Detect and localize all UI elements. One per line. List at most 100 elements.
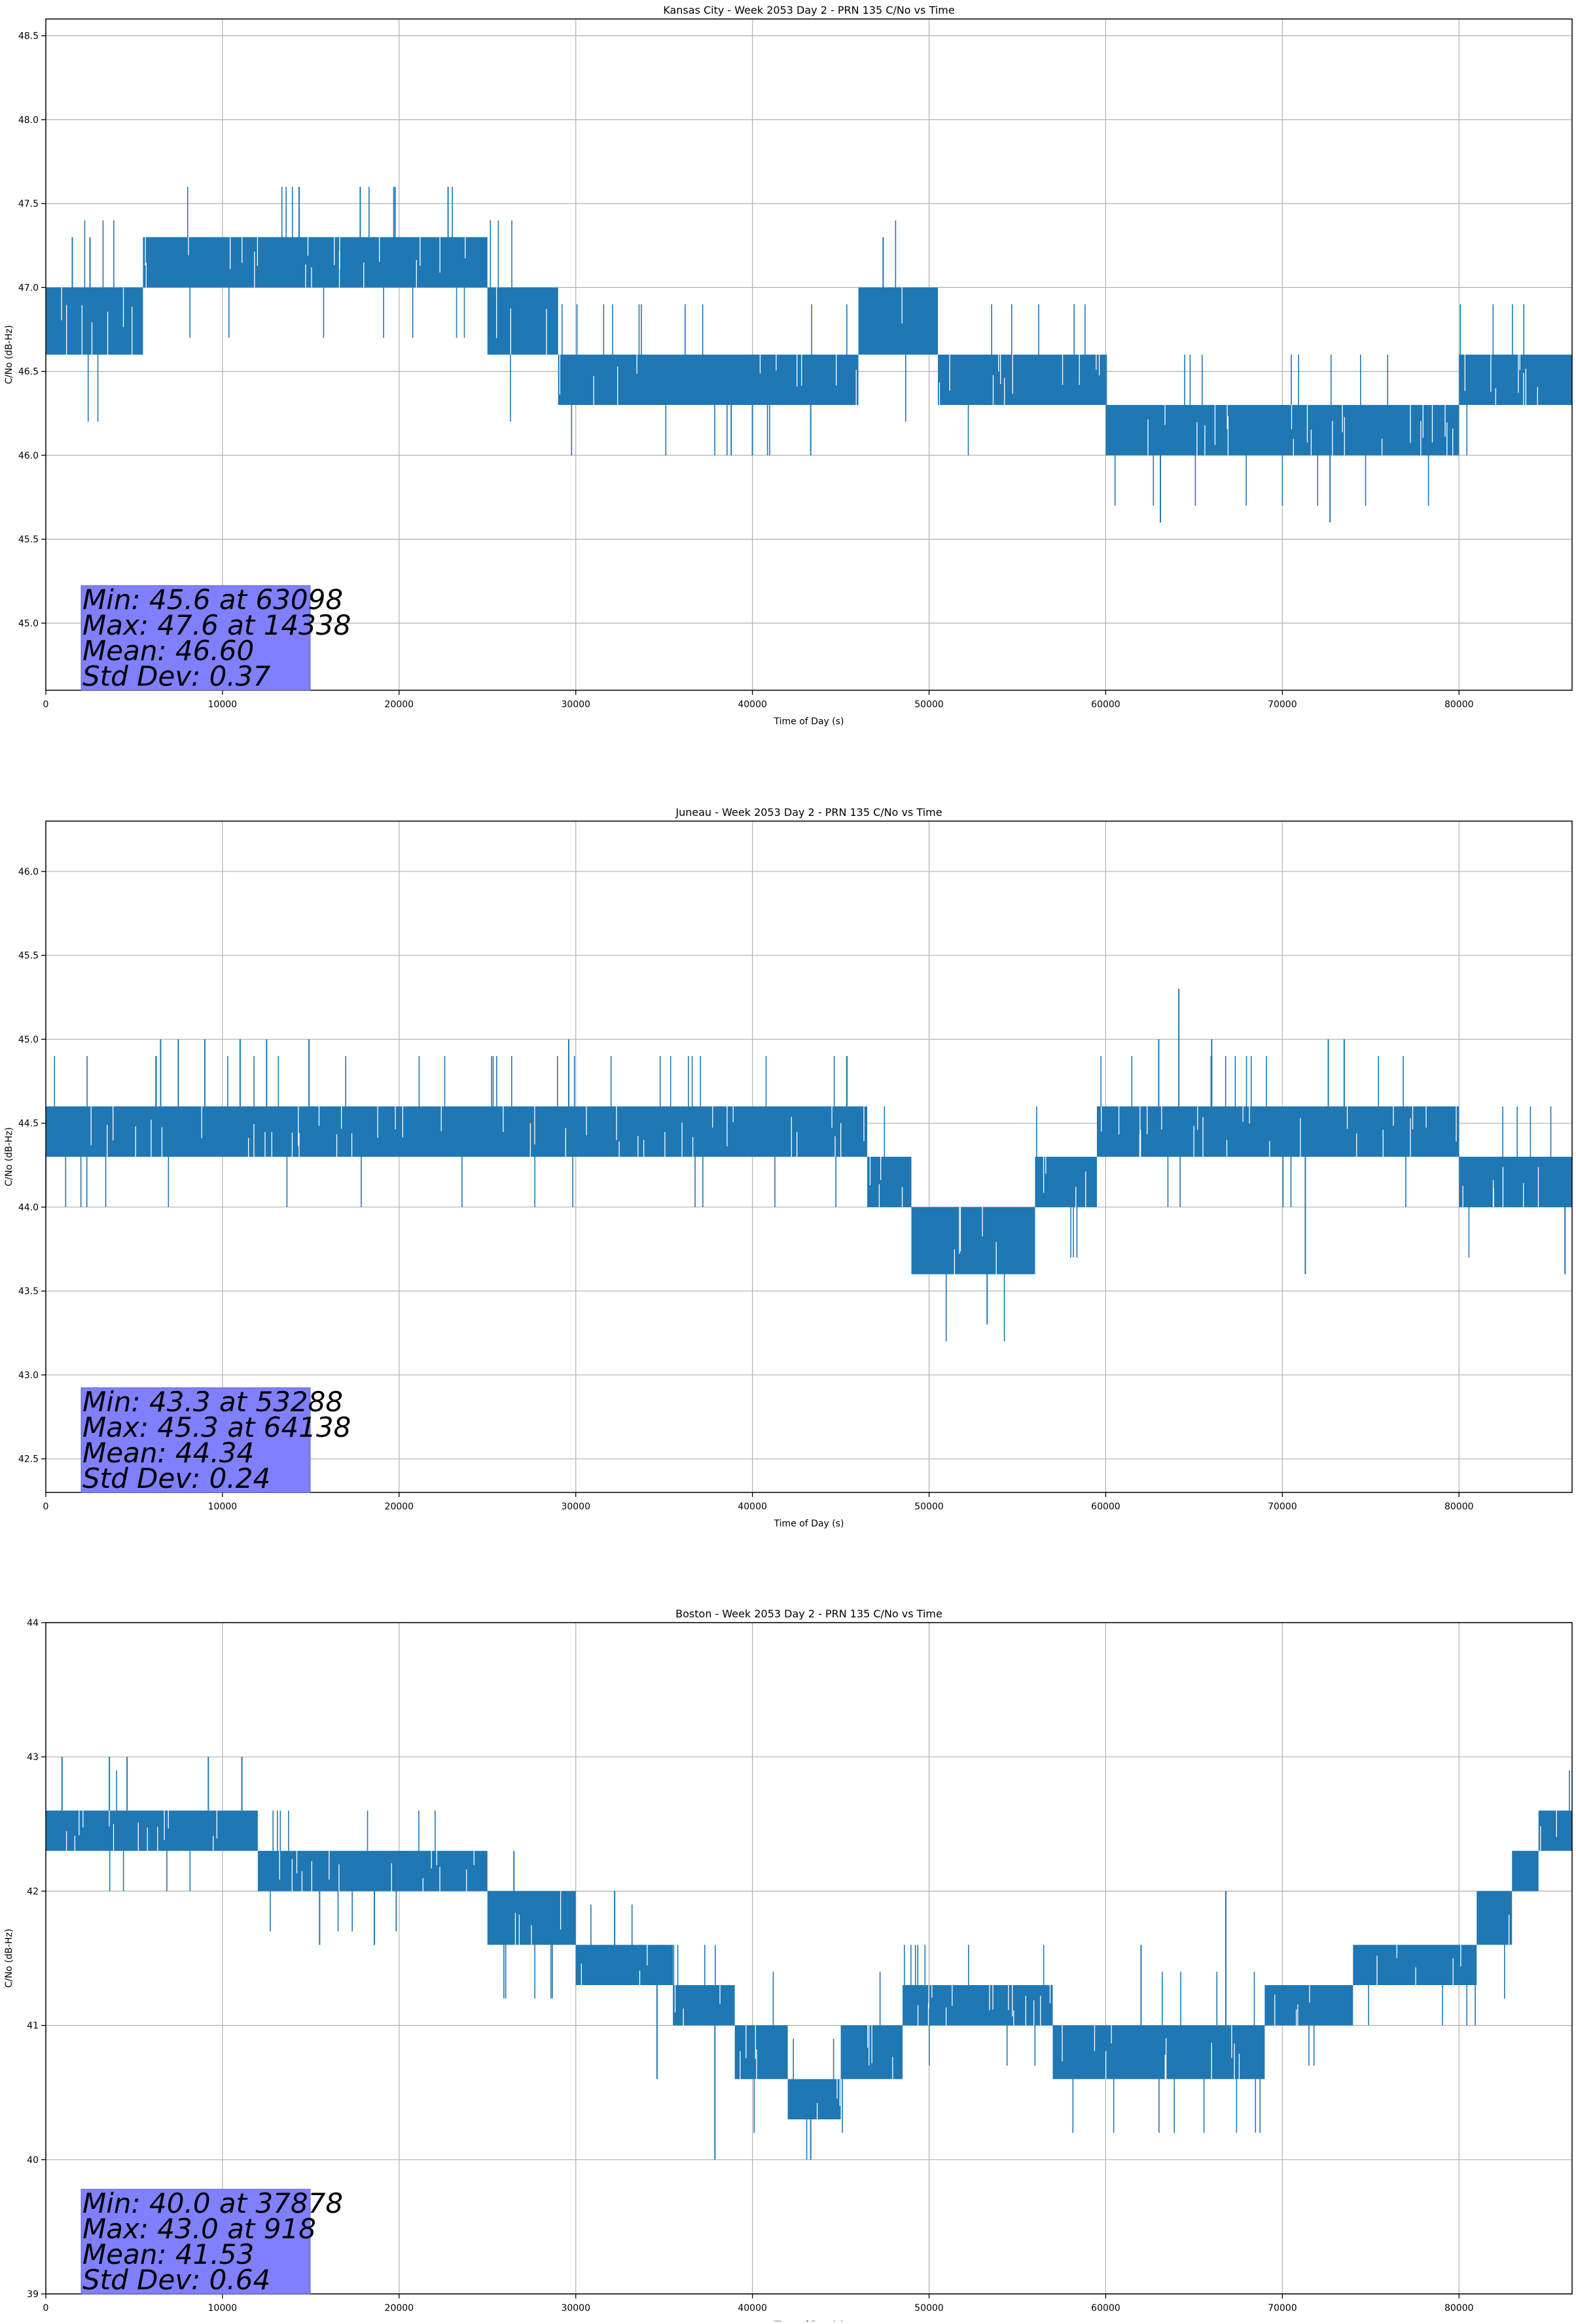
series-band (1035, 1157, 1097, 1207)
band-gap (801, 355, 802, 386)
stats-box (81, 585, 311, 691)
chart-panel: 0 10000 20000 30000 40000 50000 60000 70000 8000… (4, 806, 1573, 1529)
x-tick-label: 0 (43, 699, 49, 710)
band-gap (954, 1249, 956, 1275)
band-gap (1193, 1125, 1194, 1157)
band-gap (529, 1123, 531, 1157)
x-tick-label: 50000 (914, 699, 944, 710)
y-tick-label: 39 (27, 2289, 39, 2300)
band-gap (1444, 404, 1446, 437)
series-band (1096, 1106, 1460, 1157)
x-tick-label: 0 (43, 2303, 49, 2314)
y-axis-label: C/No (dB-Hz) (4, 1929, 14, 1988)
band-gap (755, 2025, 756, 2059)
band-gap (253, 1123, 255, 1157)
y-tick-label: 40 (27, 2155, 39, 2166)
y-tick-label: 45.0 (18, 1034, 39, 1045)
series-band (1459, 355, 1572, 405)
plot-frame (45, 18, 1573, 691)
series-band (143, 237, 488, 288)
x-tick-label: 70000 (1268, 2303, 1297, 2314)
band-gap (1043, 1157, 1045, 1193)
band-gap (1492, 1180, 1494, 1207)
band-gap (565, 1128, 566, 1157)
band-gap (759, 355, 761, 374)
band-gap (992, 1985, 994, 2010)
band-gap (1523, 373, 1524, 405)
band-gap (712, 1106, 713, 1128)
band-gap (1202, 1117, 1204, 1157)
band-gap (1295, 2009, 1297, 2026)
band-gap (692, 1137, 694, 1157)
x-tick-label: 60000 (1091, 2303, 1120, 2314)
band-gap (1269, 1140, 1270, 1157)
stats-line: Max: 45.3 at 64138 (82, 1411, 351, 1443)
band-gap (291, 1132, 293, 1157)
band-gap (431, 1850, 432, 1869)
series-band (858, 287, 939, 355)
band-gap (1161, 1106, 1162, 1130)
band-gap (90, 1106, 92, 1146)
band-gap (616, 1106, 617, 1140)
x-tick-label: 60000 (1091, 699, 1120, 710)
series-band (575, 1945, 673, 1986)
band-gap (1446, 422, 1448, 455)
x-tick-label: 80000 (1444, 2303, 1474, 2314)
band-gap (1291, 404, 1293, 430)
band-gap (581, 1963, 582, 1986)
band-gap (791, 1117, 792, 1157)
band-gap (878, 1184, 880, 1207)
band-gap (855, 370, 857, 405)
band-gap (834, 1136, 836, 1157)
x-tick-label: 40000 (738, 2303, 767, 2314)
series-band (558, 355, 859, 405)
stats-line: Min: 43.3 at 53288 (82, 1386, 343, 1418)
x-tick-label: 30000 (561, 1502, 590, 1512)
band-gap (1422, 404, 1424, 438)
band-gap (637, 1136, 639, 1157)
band-gap (1242, 1106, 1244, 1122)
band-gap (1306, 404, 1308, 443)
band-gap (1425, 1106, 1427, 1128)
series-band (1105, 404, 1460, 455)
band-gap (1452, 429, 1454, 455)
band-gap (1420, 421, 1422, 455)
band-gap (560, 1891, 562, 1930)
band-gap (927, 2003, 929, 2026)
series-band (257, 1850, 488, 1892)
series-band (1477, 1891, 1513, 1945)
band-gap (1164, 2054, 1166, 2079)
band-gap (840, 1123, 842, 1157)
band-gap (248, 1138, 249, 1157)
chart-title: Juneau - Week 2053 Day 2 - PRN 135 C/No … (675, 806, 942, 819)
stats-box (81, 2189, 311, 2295)
x-tick-label: 60000 (1091, 1502, 1120, 1512)
series-band (1512, 1850, 1539, 1892)
band-gap (931, 1985, 933, 1998)
x-tick-label: 30000 (561, 2303, 590, 2314)
series-band (938, 355, 1106, 405)
y-tick-label: 45.0 (18, 618, 39, 629)
band-gap (305, 264, 306, 288)
band-gap (122, 287, 124, 327)
band-gap (1196, 421, 1198, 455)
x-axis-label: Time of Day (s) (774, 716, 844, 727)
y-tick-label: 47.5 (18, 199, 39, 209)
band-gap (496, 287, 497, 338)
band-gap (719, 1985, 721, 2005)
y-tick-label: 43 (27, 1752, 39, 1763)
band-gap (379, 237, 380, 262)
chart-panel: 0 10000 20000 30000 40000 50000 60000 70000 8000… (4, 1608, 1573, 2324)
band-gap (1540, 1826, 1541, 1851)
band-gap (1098, 355, 1100, 376)
band-gap (1537, 1167, 1539, 1207)
band-gap (1094, 2025, 1096, 2051)
band-gap (1412, 1106, 1414, 1130)
band-gap (1012, 355, 1013, 395)
series-band (787, 2079, 841, 2120)
band-gap (296, 1850, 298, 1874)
series-line (46, 1757, 1572, 2160)
series-band (46, 1106, 868, 1157)
series-band (673, 1985, 735, 2026)
band-gap (756, 2049, 757, 2079)
